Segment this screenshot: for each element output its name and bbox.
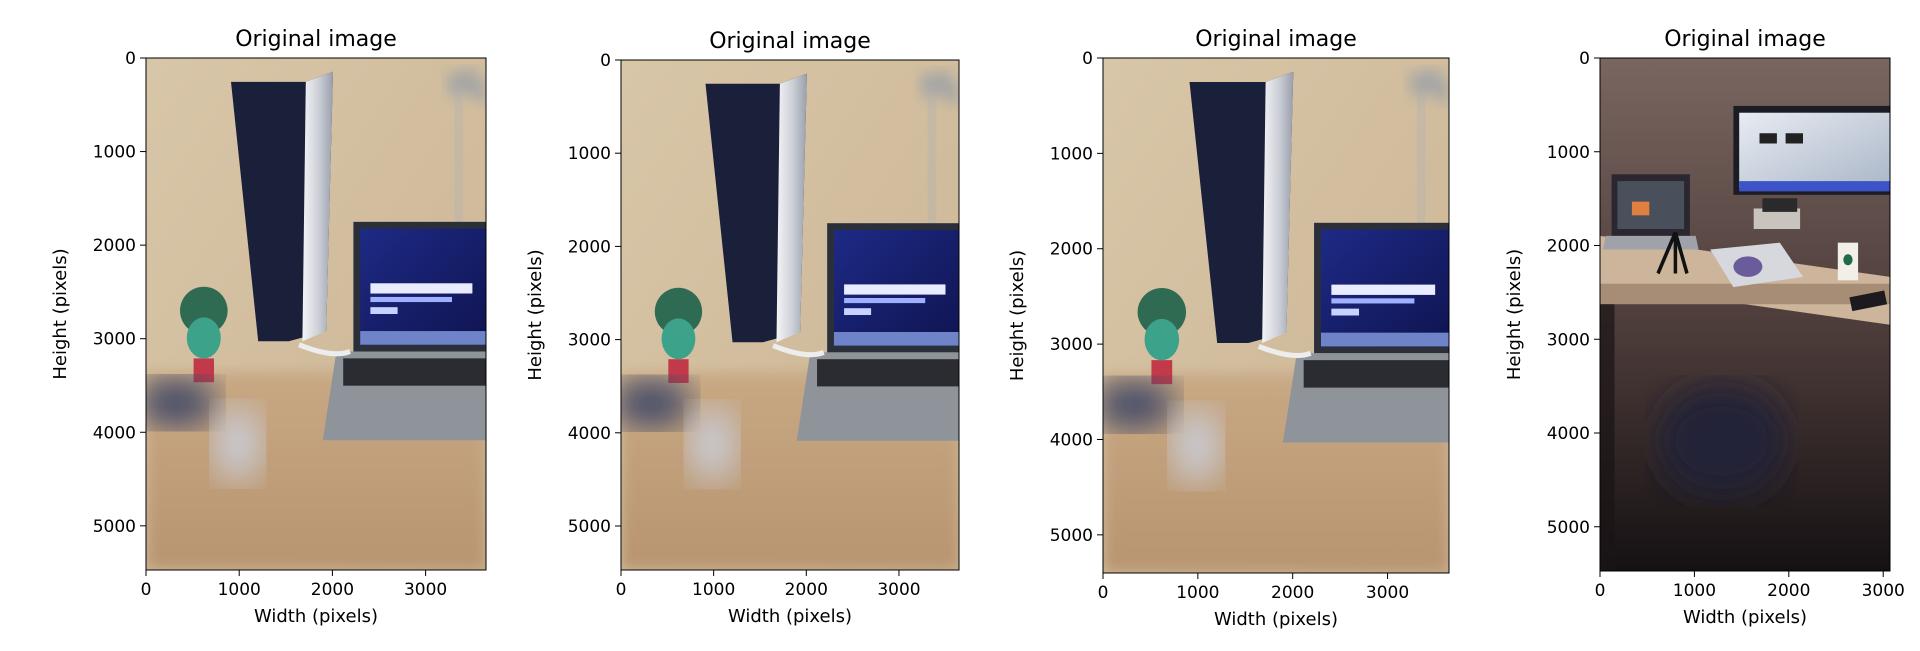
x-tick-label: 3000 bbox=[404, 580, 447, 600]
y-tick-label: 3000 bbox=[568, 331, 611, 351]
x-tick-label: 3000 bbox=[877, 580, 920, 600]
x-tick-label: 1000 bbox=[1673, 581, 1716, 601]
y-tick-label: 2000 bbox=[568, 237, 611, 257]
y-tick-label: 4000 bbox=[568, 424, 611, 444]
photo-image bbox=[1600, 58, 1890, 571]
x-tick-label: 2000 bbox=[311, 580, 354, 600]
y-tick-label: 1000 bbox=[1050, 144, 1093, 164]
x-tick-label: 2000 bbox=[1271, 583, 1314, 603]
y-tick-label: 2000 bbox=[93, 236, 136, 256]
x-tick-label: 0 bbox=[1098, 583, 1109, 603]
x-tick-label: 0 bbox=[616, 580, 627, 600]
subplot-3: Original image 0 1000 2000 3000 0 1000 2000 3000… bbox=[1007, 27, 1449, 630]
chart-title: Original image bbox=[1195, 27, 1357, 52]
y-tick-label: 1000 bbox=[93, 143, 136, 163]
y-tick-label: 5000 bbox=[93, 517, 136, 537]
y-tick-label: 0 bbox=[1082, 49, 1093, 69]
y-tick-label: 2000 bbox=[1050, 240, 1093, 260]
x-tick-label: 2000 bbox=[785, 580, 828, 600]
x-tick-label: 3000 bbox=[1366, 583, 1409, 603]
chart-title: Original image bbox=[235, 27, 397, 52]
y-tick-label: 4000 bbox=[1050, 430, 1093, 450]
y-tick-label: 4000 bbox=[1547, 424, 1590, 444]
x-axis-label: Width (pixels) bbox=[728, 606, 852, 627]
y-tick-label: 5000 bbox=[1050, 526, 1093, 546]
y-axis-label: Height (pixels) bbox=[50, 248, 71, 379]
x-tick-label: 1000 bbox=[218, 580, 261, 600]
x-axis-label: Width (pixels) bbox=[1683, 607, 1807, 628]
y-tick-label: 5000 bbox=[1547, 518, 1590, 538]
y-tick-label: 0 bbox=[125, 49, 136, 69]
y-axis-label: Height (pixels) bbox=[1504, 249, 1525, 380]
y-axis-label: Height (pixels) bbox=[1007, 250, 1028, 381]
y-tick-label: 2000 bbox=[1547, 237, 1590, 257]
chart-title: Original image bbox=[709, 29, 871, 54]
y-tick-label: 1000 bbox=[568, 144, 611, 164]
y-tick-label: 3000 bbox=[1050, 335, 1093, 355]
subplot-2: Original image 0 1000 2000 3000 0 1000 2000 3000… bbox=[525, 29, 959, 627]
photo-image bbox=[136, 58, 486, 570]
y-tick-label: 1000 bbox=[1547, 143, 1590, 163]
x-tick-label: 2000 bbox=[1767, 581, 1810, 601]
x-tick-label: 0 bbox=[141, 580, 152, 600]
chart-title: Original image bbox=[1664, 27, 1826, 52]
y-tick-label: 0 bbox=[1579, 49, 1590, 69]
y-tick-label: 3000 bbox=[93, 330, 136, 350]
y-tick-label: 4000 bbox=[93, 423, 136, 443]
x-tick-label: 0 bbox=[1595, 581, 1606, 601]
subplot-1: Original image 0 1000 2000 3000 0 1000 2000 3000… bbox=[50, 27, 486, 627]
x-axis-label: Width (pixels) bbox=[254, 606, 378, 627]
x-tick-label: 3000 bbox=[1862, 581, 1905, 601]
y-tick-label: 5000 bbox=[568, 517, 611, 537]
y-tick-label: 0 bbox=[600, 51, 611, 71]
x-axis-label: Width (pixels) bbox=[1214, 609, 1338, 630]
photo-image bbox=[1093, 58, 1449, 573]
x-tick-label: 1000 bbox=[1176, 583, 1219, 603]
x-tick-label: 1000 bbox=[692, 580, 735, 600]
y-axis-label: Height (pixels) bbox=[525, 249, 546, 380]
y-tick-label: 3000 bbox=[1547, 330, 1590, 350]
subplot-4: Original image 0 1000 2000 3000 0 1000 2000 3000… bbox=[1504, 27, 1905, 628]
photo-image bbox=[611, 60, 959, 570]
